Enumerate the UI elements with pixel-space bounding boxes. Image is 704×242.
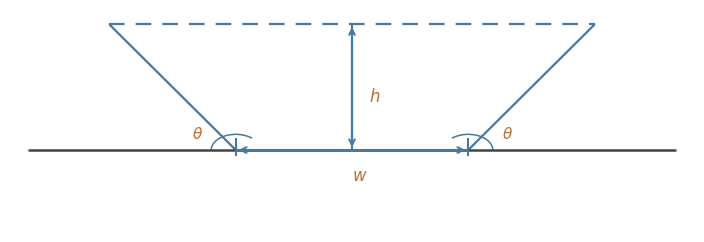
Text: h: h	[370, 88, 380, 106]
Text: θ: θ	[192, 127, 202, 142]
Text: θ: θ	[502, 127, 512, 142]
Text: w: w	[352, 167, 366, 185]
